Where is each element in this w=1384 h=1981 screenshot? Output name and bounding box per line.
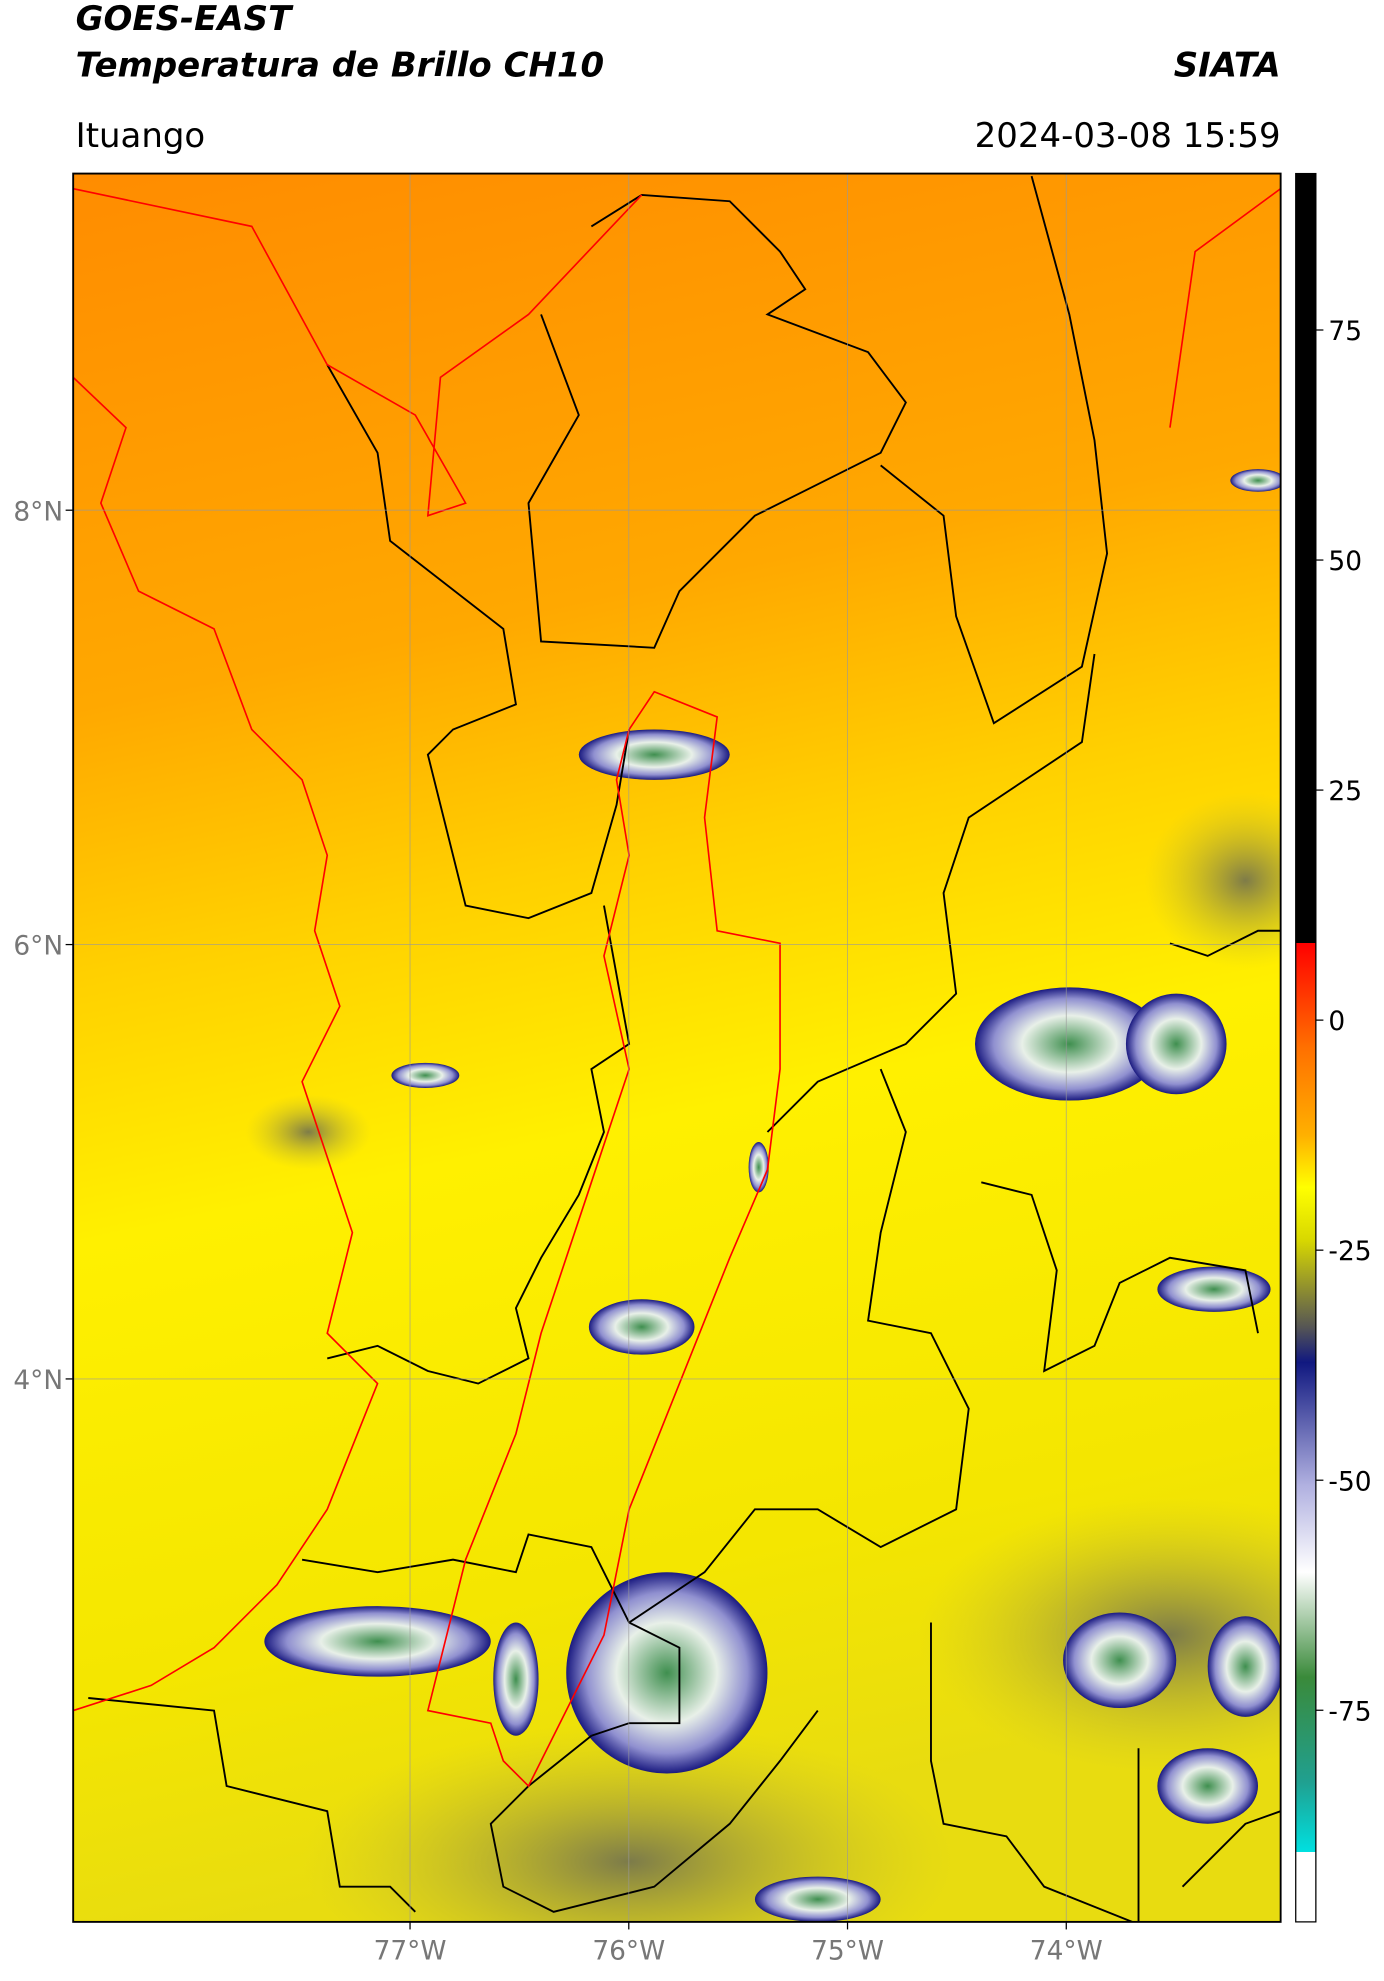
map-frame (72, 172, 1282, 1923)
colorbar-tick-label: 25 (1328, 776, 1362, 807)
x-tick-label: 77°W (374, 1936, 447, 1967)
x-tick-label: 74°W (1030, 1936, 1103, 1967)
y-tick-label: 6°N (13, 931, 63, 962)
location: Ituango (76, 116, 206, 156)
datetime: 2024-03-08 15:59 (975, 116, 1281, 156)
grid (73, 173, 1281, 1922)
colorbar-tick-label: 0 (1328, 1006, 1345, 1037)
colorbar-tick-label: 50 (1328, 546, 1362, 577)
colorbar-tick-label: -50 (1328, 1466, 1371, 1497)
title: Temperatura de Brillo CH10 (76, 46, 604, 86)
x-tick-label: 75°W (811, 1936, 884, 1967)
x-tick-label: 76°W (592, 1936, 665, 1967)
satellite-image (73, 173, 1281, 1922)
y-tick-label: 4°N (13, 1365, 63, 1396)
title: GOES-EAST (76, 0, 294, 39)
colorbar-tick-label: -75 (1328, 1696, 1371, 1727)
y-tick-label: 8°N (13, 496, 63, 527)
colorbar (1295, 172, 1317, 1923)
colorbar-tick-label: -25 (1328, 1236, 1371, 1267)
colorbar-tick-label: 75 (1328, 316, 1362, 347)
source: SIATA (1174, 46, 1281, 86)
